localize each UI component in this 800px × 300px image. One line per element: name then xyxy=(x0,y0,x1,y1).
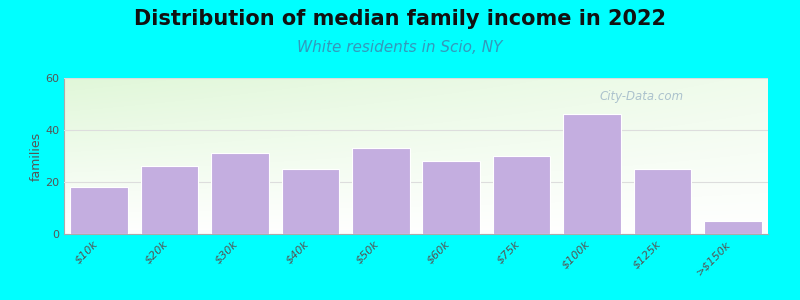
Bar xyxy=(634,169,691,234)
Y-axis label: families: families xyxy=(30,131,42,181)
Bar xyxy=(352,148,410,234)
Bar xyxy=(211,153,269,234)
Bar xyxy=(563,114,621,234)
Bar xyxy=(704,221,762,234)
Text: Distribution of median family income in 2022: Distribution of median family income in … xyxy=(134,9,666,29)
Bar xyxy=(141,167,198,234)
Bar xyxy=(422,161,480,234)
Bar xyxy=(70,187,128,234)
Text: City-Data.com: City-Data.com xyxy=(599,91,683,103)
Bar xyxy=(282,169,339,234)
Bar xyxy=(493,156,550,234)
Text: White residents in Scio, NY: White residents in Scio, NY xyxy=(298,40,502,56)
